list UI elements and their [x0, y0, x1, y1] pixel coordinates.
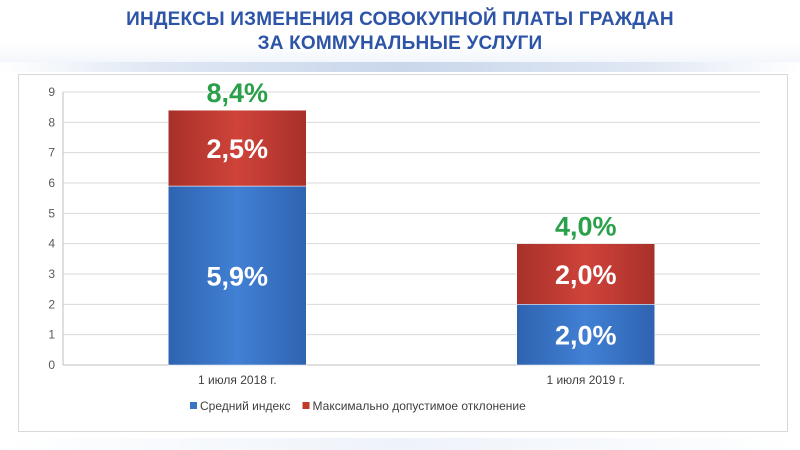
x-category-label: 1 июля 2019 г. — [546, 373, 625, 387]
bar-segment-label: 2,5% — [206, 134, 268, 164]
bar-segment-average-index — [168, 185, 307, 366]
chart-frame — [18, 74, 788, 432]
title-line-2: ЗА КОММУНАЛЬНЫЕ УСЛУГИ — [257, 33, 543, 54]
bar-total-label: 4,0% — [555, 212, 617, 242]
bar-segment-max-deviation — [516, 243, 655, 305]
page-title: ИНДЕКСЫ ИЗМЕНЕНИЯ СОВОКУПНОЙ ПЛАТЫ ГРАЖД… — [90, 8, 710, 56]
title-line-1: ИНДЕКСЫ ИЗМЕНЕНИЯ СОВОКУПНОЙ ПЛАТЫ ГРАЖД… — [126, 9, 674, 30]
y-tick-label: 3 — [48, 267, 55, 281]
y-tick-label: 7 — [48, 146, 55, 160]
title-underline — [0, 62, 800, 72]
y-tick-label: 1 — [48, 328, 55, 342]
y-tick-label: 4 — [48, 237, 55, 251]
legend-swatch — [190, 402, 197, 409]
legend-swatch — [302, 402, 310, 409]
y-tick-label: 5 — [48, 206, 55, 220]
y-tick-label: 6 — [48, 176, 55, 190]
bar-segment-max-deviation — [168, 109, 307, 187]
bar-total-label: 8,4% — [206, 78, 268, 108]
bar-segment-label: 5,9% — [206, 262, 268, 292]
legend-label: Максимально допустимое отклонение — [313, 399, 527, 413]
bar-segment-label: 2,0% — [555, 321, 617, 351]
header-band — [0, 0, 800, 70]
x-category-label: 1 июля 2018 г. — [198, 373, 277, 387]
y-tick-label: 0 — [48, 358, 55, 372]
bar-segment-label: 2,0% — [555, 260, 617, 290]
y-tick-label: 8 — [48, 115, 55, 129]
bar-segment-average-index — [516, 304, 655, 366]
y-tick-label: 9 — [48, 85, 55, 99]
y-tick-label: 2 — [48, 297, 55, 311]
bottom-strip — [0, 438, 800, 450]
legend-label: Средний индекс — [200, 399, 291, 413]
